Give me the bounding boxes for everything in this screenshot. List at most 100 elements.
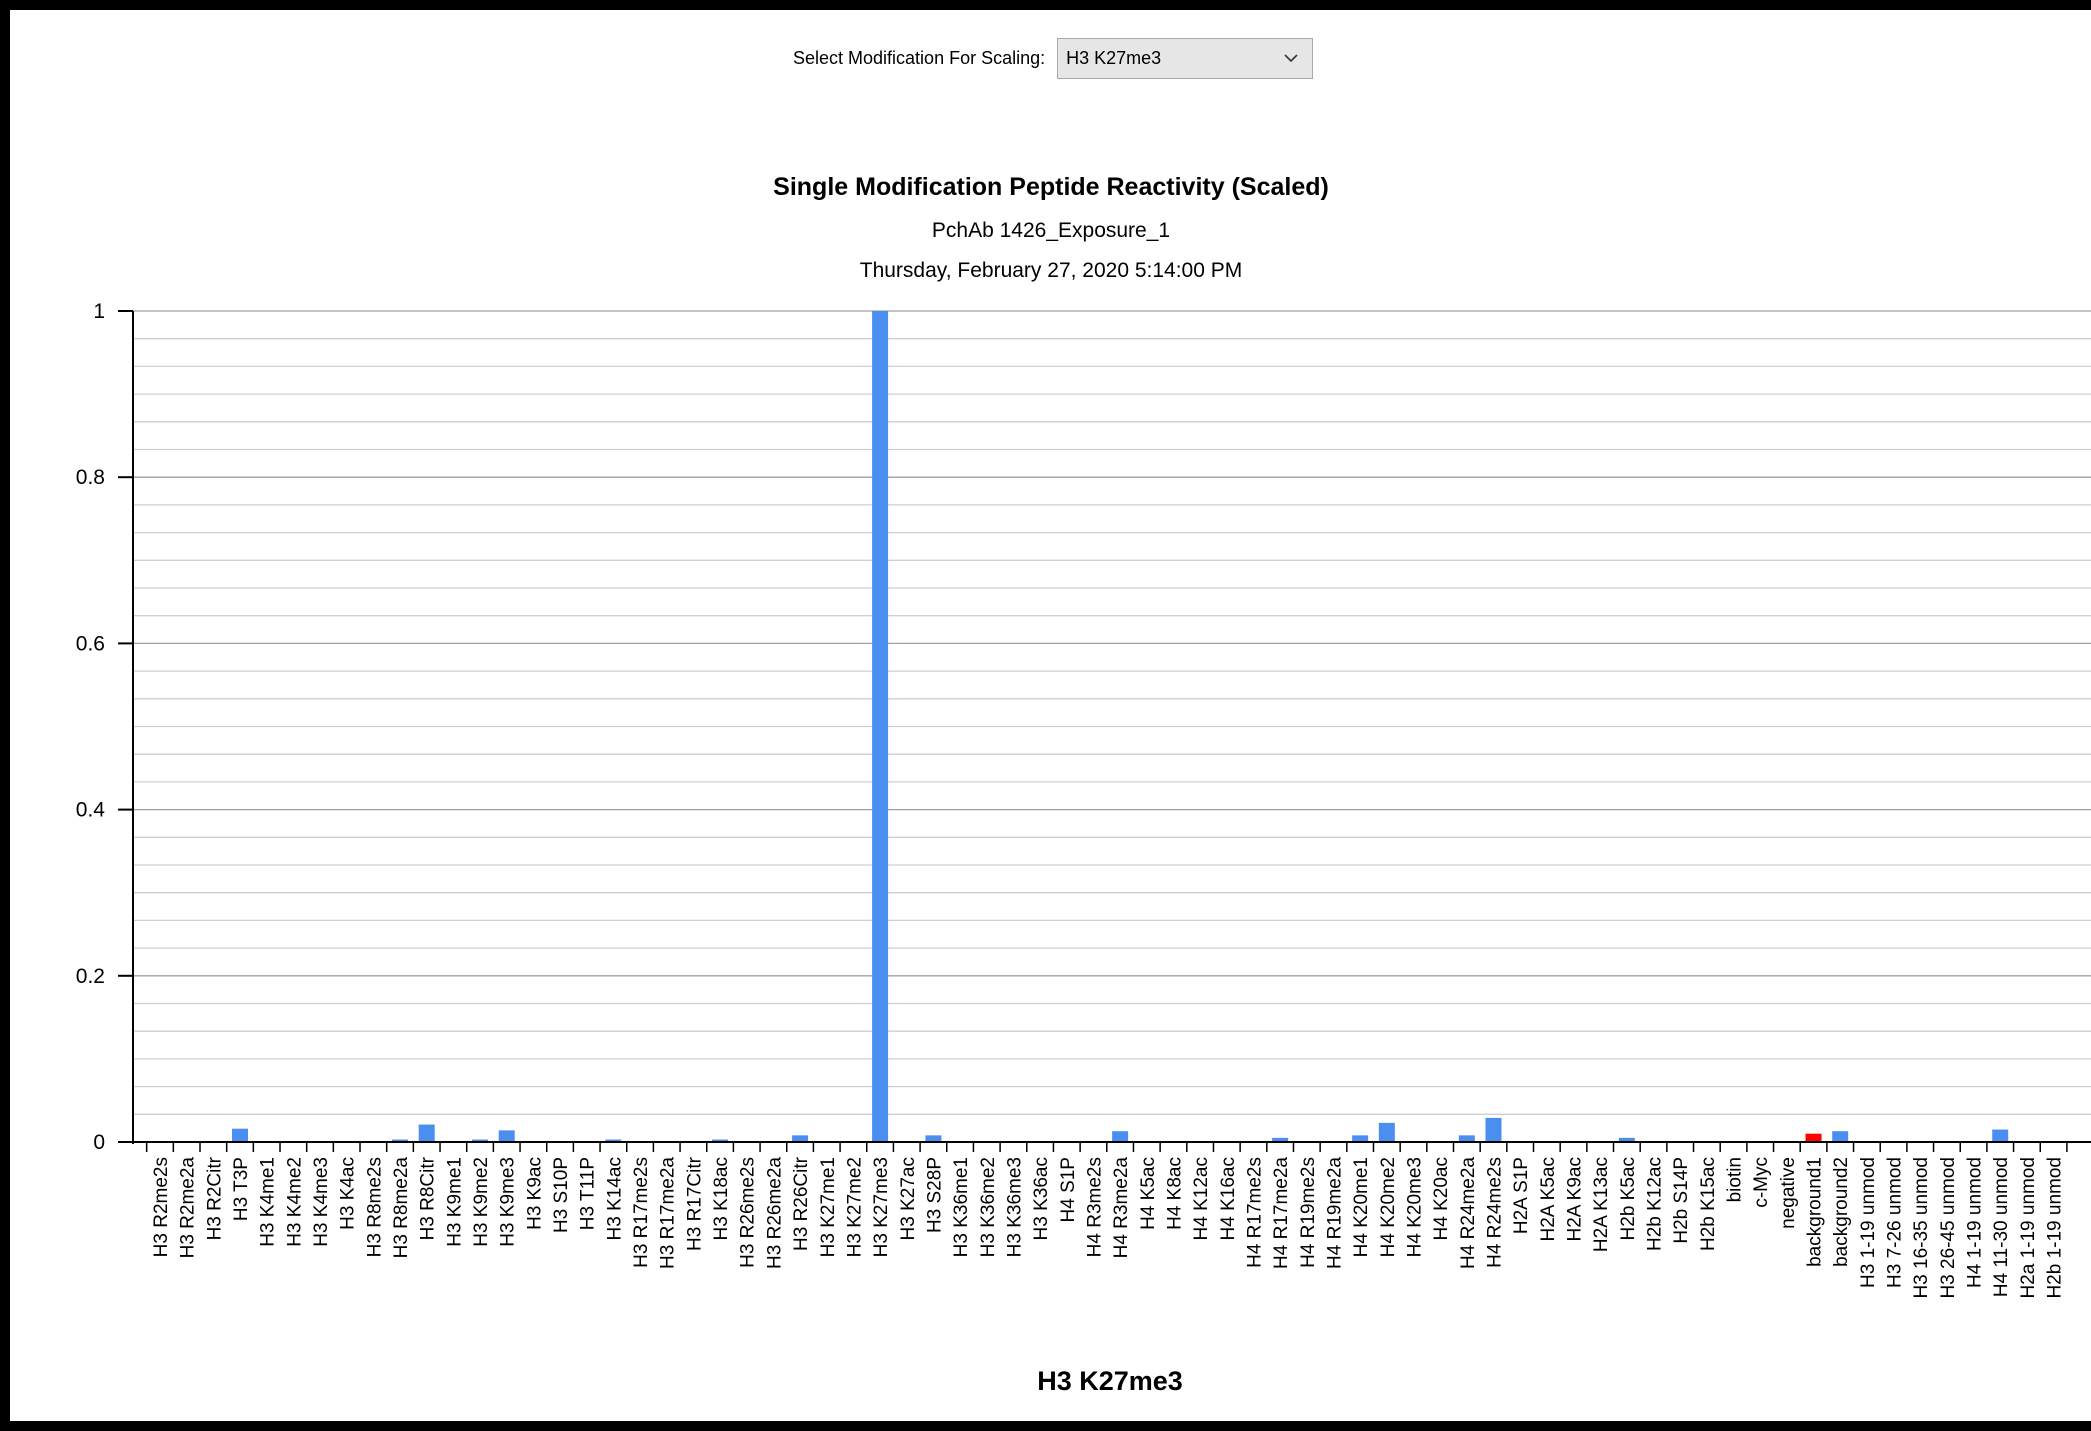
- x-tick-label: H4 R3me2s: [1084, 1157, 1105, 1257]
- x-tick-label: H3 R8me2s: [364, 1157, 385, 1257]
- x-tick-label: H2A K13ac: [1591, 1157, 1612, 1252]
- x-tick-label: H3 K9me1: [444, 1157, 465, 1247]
- x-tick-label: H3 1-19 unmod: [1858, 1157, 1879, 1288]
- x-tick-label: H2A K9ac: [1565, 1157, 1586, 1242]
- bar: [1805, 1133, 1822, 1142]
- y-tick-labels: 0 0.2 0.4 0.6 0.8 1: [76, 300, 133, 1154]
- x-tick-label: H4 R19me2a: [1324, 1157, 1345, 1269]
- x-tick-label: H3 K27me3: [871, 1157, 892, 1257]
- bar: [1618, 1137, 1635, 1142]
- x-tick-label: H3 K36me2: [978, 1157, 999, 1257]
- x-tick-label: H3 K4me2: [284, 1157, 305, 1247]
- bar: [712, 1139, 729, 1142]
- x-tick-label: H4 R24me2s: [1485, 1157, 1506, 1268]
- x-tick-label: H3 16-35 unmod: [1911, 1157, 1932, 1299]
- x-tick-label: H3 K36me3: [1004, 1157, 1025, 1257]
- y-tick-label: 0.4: [76, 799, 106, 822]
- grid-lines: [133, 310, 2091, 1115]
- x-tick-label: H4 R17me2a: [1271, 1157, 1292, 1269]
- bar: [1832, 1131, 1849, 1142]
- bar: [1458, 1135, 1475, 1142]
- scaling-selector-label: Select Modification For Scaling:: [793, 48, 1046, 68]
- x-tick-label: H3 R17me2s: [631, 1157, 652, 1268]
- x-tick-label: H3 R2me2a: [178, 1157, 199, 1259]
- x-tick-label: H4 R19me2s: [1298, 1157, 1319, 1268]
- x-tick-label: H3 K27ac: [898, 1157, 919, 1240]
- bar: [792, 1135, 809, 1142]
- x-tick-label: c-Myc: [1751, 1157, 1772, 1208]
- bar: [232, 1128, 249, 1142]
- x-tick-label: H4 K16ac: [1218, 1157, 1239, 1240]
- x-tick-label: H4 K20me3: [1404, 1157, 1425, 1257]
- x-tick-label: H2b S14P: [1671, 1157, 1692, 1244]
- bar: [605, 1139, 622, 1142]
- x-tick-label: H3 R17me2a: [658, 1157, 679, 1269]
- x-tick-label: H3 K9me3: [498, 1157, 519, 1247]
- x-tick-label: H3 K9me2: [471, 1157, 492, 1247]
- x-tick-label: H2a 1-19 unmod: [2018, 1157, 2039, 1299]
- axes: [118, 311, 2091, 1144]
- x-tick-label: H3 K4me3: [311, 1157, 332, 1247]
- x-tick-label: H4 R3me2a: [1111, 1157, 1132, 1259]
- x-tick-label: H3 T11P: [578, 1157, 599, 1230]
- y-tick-label: 0.8: [76, 466, 105, 489]
- bar: [392, 1139, 409, 1142]
- x-tick-label: H2b K12ac: [1645, 1157, 1666, 1251]
- chart-subtitle: PchAb 1426_Exposure_1: [932, 219, 1170, 242]
- x-tick-label: H3 R2me2s: [151, 1157, 172, 1257]
- x-tick-label: H4 R17me2s: [1244, 1157, 1265, 1268]
- x-tick-label: background2: [1831, 1157, 1852, 1267]
- x-tick-label: H4 K20me2: [1378, 1157, 1399, 1257]
- x-tick-label: H4 11-30 unmod: [1991, 1157, 2012, 1297]
- x-tick-label: H3 R26me2a: [764, 1157, 785, 1269]
- x-tick-label: H4 K20me1: [1351, 1157, 1372, 1257]
- x-tick-label: H3 K4me1: [258, 1157, 279, 1247]
- x-tick-label: H3 K36ac: [1031, 1157, 1052, 1240]
- chevron-down-icon[interactable]: [1282, 39, 1300, 78]
- bar: [418, 1124, 435, 1142]
- x-tick-label: H3 R26me2s: [738, 1157, 759, 1268]
- x-tick-label: H3 R8me2a: [391, 1157, 412, 1259]
- scaling-selector: Select Modification For Scaling: H3 K27m…: [793, 38, 1314, 79]
- x-tick-label: H2b K5ac: [1618, 1157, 1639, 1240]
- x-tick-label: H3 26-45 unmod: [1938, 1157, 1959, 1299]
- bar: [925, 1135, 942, 1142]
- bar: [1992, 1129, 2009, 1142]
- x-tick-label: H3 S10P: [551, 1157, 572, 1233]
- x-tick-label: H4 S1P: [1058, 1157, 1079, 1222]
- x-tick-label: H3 R26Citr: [791, 1156, 812, 1251]
- x-tick-label: H4 1-19 unmod: [1965, 1157, 1986, 1288]
- x-tick-label: background1: [1805, 1157, 1826, 1267]
- x-tick-label: H2A K5ac: [1538, 1157, 1559, 1242]
- x-tick-label: H3 K18ac: [711, 1157, 732, 1240]
- x-tick-label: H2b 1-19 unmod: [2045, 1157, 2066, 1299]
- bar: [1378, 1122, 1395, 1142]
- bar: [498, 1130, 515, 1142]
- chart-date: Thursday, February 27, 2020 5:14:00 PM: [860, 259, 1243, 282]
- x-tick-label: H4 K20ac: [1431, 1157, 1452, 1240]
- x-tick-label: biotin: [1725, 1157, 1746, 1202]
- modification-select-value: H3 K27me3: [1066, 48, 1162, 68]
- x-tick-label: H3 K4ac: [338, 1157, 359, 1230]
- bar: [1112, 1131, 1129, 1142]
- bar: [1272, 1137, 1289, 1142]
- bars: [232, 311, 2009, 1142]
- chart-title: Single Modification Peptide Reactivity (…: [773, 173, 1329, 201]
- y-tick-label: 0.6: [76, 632, 105, 655]
- x-axis-label: H3 K27me3: [1037, 1366, 1183, 1396]
- bar: [1485, 1117, 1502, 1142]
- bar: [472, 1139, 489, 1142]
- modification-select[interactable]: H3 K27me3: [1057, 38, 1314, 79]
- x-tick-label: H3 S28P: [924, 1157, 945, 1233]
- y-tick-label: 0.2: [76, 965, 105, 988]
- x-tick-label: H4 K8ac: [1164, 1157, 1185, 1230]
- x-tick-label: H3 R17Citr: [684, 1156, 705, 1251]
- x-tick-label: H3 R8Citr: [418, 1156, 439, 1240]
- x-tick-label: H3 T3P: [231, 1157, 252, 1221]
- x-tick-label: H3 K9ac: [524, 1157, 545, 1230]
- x-tick-label: H3 7-26 unmod: [1885, 1157, 1906, 1288]
- x-tick-label: H3 K14ac: [604, 1157, 625, 1240]
- x-tick-label: H4 R24me2a: [1458, 1157, 1479, 1269]
